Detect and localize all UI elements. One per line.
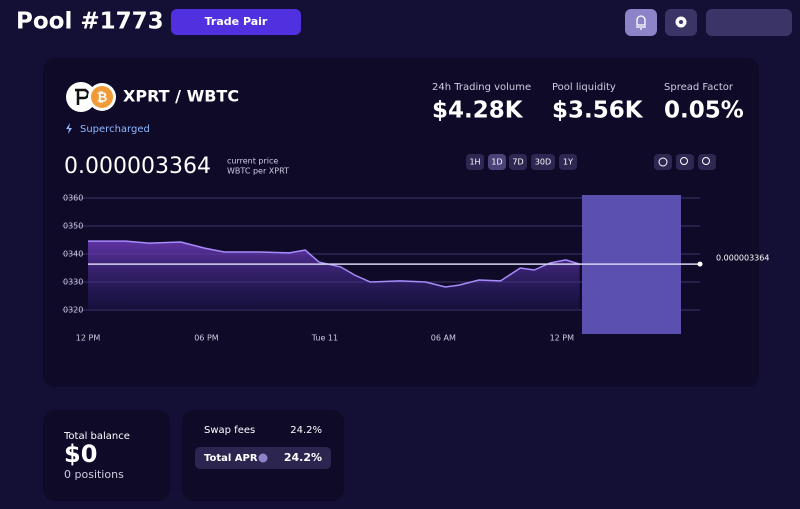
current-price-label: 0.000003364 xyxy=(716,254,769,263)
stat-value: 0.05% xyxy=(664,98,744,124)
gear-hole xyxy=(679,20,683,24)
wbtc-logo xyxy=(91,86,113,108)
wallet-button[interactable] xyxy=(706,9,792,36)
reset-icon xyxy=(658,157,668,167)
trade-button-label: Trade Pair xyxy=(205,15,268,28)
range-label: 1H xyxy=(469,158,480,167)
current-price-dot xyxy=(697,261,703,267)
range-label: 7D xyxy=(512,158,523,167)
x-tick-label: 06 AM xyxy=(431,334,456,343)
reset-button[interactable] xyxy=(654,154,672,170)
stat-value: $3.56K xyxy=(552,98,644,124)
y-tick-label: 0340 xyxy=(63,250,83,259)
y-tick-label: 0350 xyxy=(63,222,83,231)
apr-value: 24.2% xyxy=(284,451,322,464)
range-label: 30D xyxy=(535,158,551,167)
range-buttons: 1H 1D 7D 30D 1Y xyxy=(466,154,577,170)
zoom-out-button[interactable] xyxy=(676,154,694,170)
swap-label: Swap fees xyxy=(204,425,255,436)
pair-name: XPRT / WBTC xyxy=(123,87,239,106)
balance-card xyxy=(43,410,170,501)
badge: Supercharged xyxy=(80,124,150,135)
range-button[interactable] xyxy=(466,154,484,170)
price-caption: current price xyxy=(227,157,278,166)
balance-value: $0 xyxy=(64,440,97,468)
y-tick-label: 0320 xyxy=(63,306,83,315)
x-tick-label: 12 PM xyxy=(76,334,101,343)
price-chart: 0360 0350 0340 0330 0320 12 PM 06 PM Tue 11 06 A… xyxy=(62,194,769,343)
stat-label: 24h Trading volume xyxy=(432,82,531,93)
area xyxy=(88,241,580,310)
x-tick-label: 12 PM xyxy=(550,334,575,343)
apr-label: Total APR xyxy=(204,453,258,464)
bell-icon xyxy=(636,15,646,30)
wbtc-glyph: ₿ xyxy=(97,91,108,106)
zoom-in-icon xyxy=(702,157,710,165)
range-button[interactable] xyxy=(531,154,555,170)
range-button[interactable] xyxy=(509,154,527,170)
info-icon[interactable] xyxy=(258,453,268,463)
bell-button[interactable] xyxy=(625,9,657,36)
x-tick-label: Tue 11 xyxy=(311,334,338,343)
xprt-glyph xyxy=(75,88,90,105)
y-tick-label: 0330 xyxy=(63,278,83,287)
balance-label: Total balance xyxy=(63,431,130,442)
y-tick-label: 0360 xyxy=(63,194,83,203)
positions: 0 positions xyxy=(64,468,124,481)
bolt-icon xyxy=(66,123,72,134)
x-tick-label: 06 PM xyxy=(194,334,219,343)
swap-value: 24.2% xyxy=(290,425,322,436)
zoom-out-icon xyxy=(680,157,688,165)
trade-button[interactable] xyxy=(171,9,301,35)
stat-value: $4.28K xyxy=(432,98,524,124)
price-unit: WBTC per XPRT xyxy=(227,167,289,176)
range-label: 1Y xyxy=(563,158,573,167)
stat-label: Pool liquidity xyxy=(552,82,616,93)
range-button[interactable] xyxy=(559,154,577,170)
range-button[interactable] xyxy=(488,154,506,170)
range-label: 1D xyxy=(491,158,502,167)
current-price: 0.000003364 xyxy=(64,154,211,179)
line xyxy=(88,240,580,288)
stat-label: Spread Factor xyxy=(664,82,734,93)
page-title: Pool #1773 xyxy=(16,9,164,35)
zoom-in-button[interactable] xyxy=(698,154,716,170)
